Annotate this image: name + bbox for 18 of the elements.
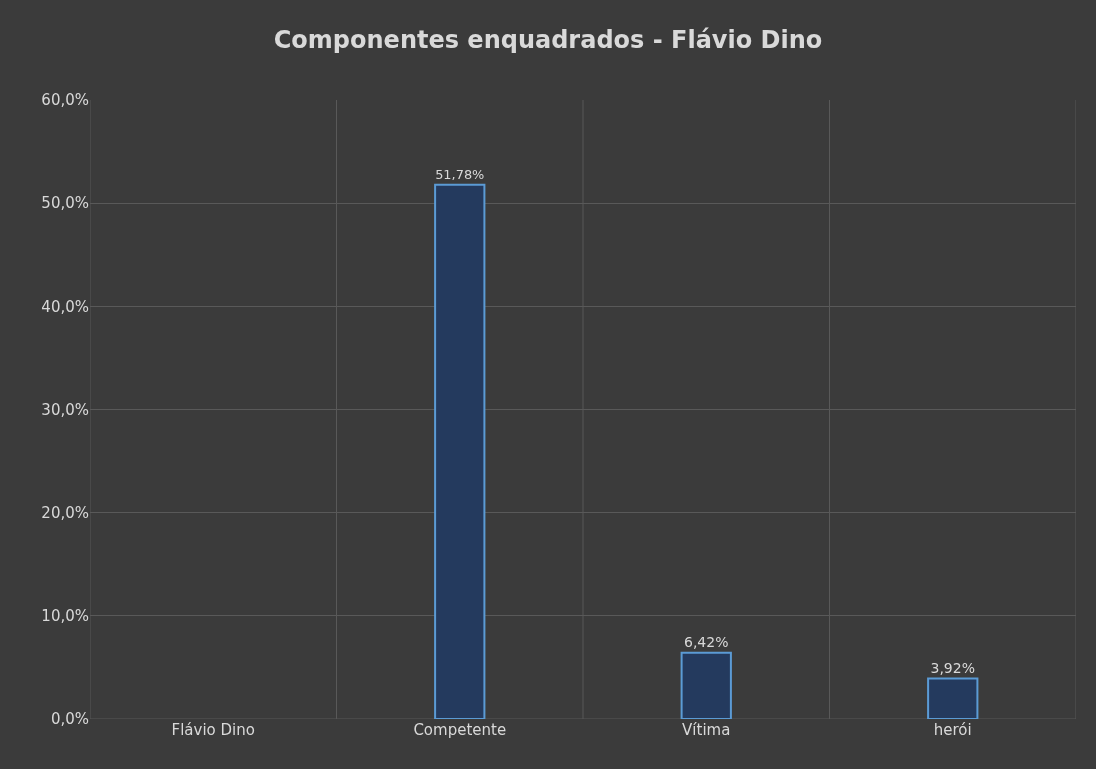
bar (680, 651, 732, 719)
bar (434, 183, 486, 719)
data-label: 51,78% (435, 167, 485, 183)
x-tick-label: Flávio Dino (171, 721, 255, 739)
y-tick-label: 0,0% (50, 710, 89, 729)
y-tick-label: 10,0% (41, 607, 89, 626)
y-tick-label: 40,0% (41, 297, 89, 316)
y-tick-label: 60,0% (41, 91, 89, 110)
y-tick-label: 20,0% (41, 503, 89, 522)
x-tick-label: Competente (413, 721, 507, 739)
data-label: 3,92% (930, 659, 975, 676)
chart-title: Componentes enquadrados - Flávio Dino (273, 25, 823, 54)
bar (927, 677, 979, 719)
data-label: 6,42% (684, 633, 729, 650)
x-tick-label: herói (933, 721, 972, 739)
x-tick-label: Vítima (682, 721, 731, 739)
y-tick-label: 50,0% (41, 194, 89, 213)
y-tick-label: 30,0% (41, 400, 89, 419)
